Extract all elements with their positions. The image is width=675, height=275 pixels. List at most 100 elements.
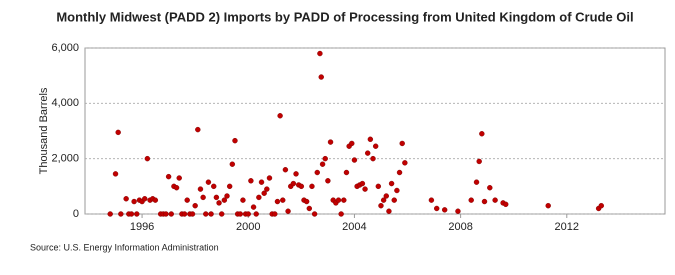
data-point	[293, 171, 299, 177]
data-point	[272, 211, 278, 217]
y-tick-label: 6,000	[51, 42, 79, 54]
data-point	[455, 208, 461, 214]
plot-frame	[84, 47, 666, 215]
data-point	[306, 205, 313, 212]
data-point	[168, 211, 174, 217]
data-point	[492, 197, 498, 203]
data-point	[383, 193, 389, 199]
data-point	[386, 208, 392, 214]
y-tick-label: 2,000	[51, 153, 79, 165]
x-tick-label: 2000	[236, 221, 260, 233]
data-point	[481, 198, 488, 205]
y-tick-label: 0	[73, 208, 79, 220]
data-point	[441, 207, 448, 213]
data-point	[237, 211, 243, 217]
data-point	[285, 208, 291, 214]
data-point	[598, 202, 604, 209]
data-point	[200, 194, 206, 201]
data-point	[370, 155, 376, 162]
source: Source: U.S. Energy Information Administ…	[30, 242, 219, 252]
data-point	[181, 211, 188, 217]
data-point	[362, 186, 368, 192]
data-point	[318, 74, 324, 80]
data-point	[229, 161, 236, 167]
data-point	[253, 211, 259, 217]
data-point	[248, 178, 254, 184]
data-point	[128, 211, 135, 217]
data-point	[245, 211, 251, 217]
data-point	[388, 180, 395, 187]
data-point	[213, 194, 220, 201]
data-point	[311, 211, 318, 217]
data-point	[322, 155, 328, 162]
data-point	[197, 186, 204, 192]
data-point	[274, 198, 281, 205]
data-point	[359, 180, 366, 187]
data-point	[266, 175, 273, 181]
data-point	[335, 197, 342, 203]
data-point	[264, 186, 270, 192]
data-point	[216, 200, 222, 206]
data-point	[192, 202, 198, 209]
data-point	[402, 160, 408, 166]
data-point	[367, 136, 374, 143]
data-point	[468, 197, 474, 203]
data-point	[303, 198, 310, 205]
data-point	[280, 197, 286, 203]
data-point	[314, 169, 320, 176]
x-tick-label: 2004	[342, 221, 366, 233]
data-point	[343, 169, 350, 176]
y-tick-label: 4,000	[51, 97, 79, 109]
data-point	[208, 211, 214, 217]
data-point	[195, 126, 201, 133]
data-point	[309, 183, 315, 190]
data-point	[176, 175, 182, 181]
data-point	[240, 197, 246, 203]
data-point	[205, 179, 212, 185]
data-point	[189, 211, 196, 217]
data-point	[277, 113, 283, 119]
y-axis-label: Thousand Barrels	[38, 87, 50, 174]
data-point	[319, 161, 326, 167]
data-point	[256, 194, 262, 201]
data-point	[487, 185, 493, 191]
data-point	[203, 211, 209, 217]
data-point	[142, 196, 148, 202]
data-point	[298, 183, 305, 190]
data-point	[473, 179, 480, 185]
data-point	[476, 158, 482, 165]
data-point	[165, 173, 172, 180]
data-point	[261, 190, 267, 196]
data-point	[479, 131, 485, 137]
data-point	[375, 183, 382, 190]
data-point	[327, 139, 334, 145]
data-point	[503, 201, 509, 208]
data-point	[325, 178, 331, 184]
data-point	[221, 197, 228, 203]
data-point	[226, 183, 233, 190]
data-point	[250, 204, 257, 210]
data-point	[399, 140, 405, 147]
data-point	[184, 197, 190, 203]
data-point	[131, 198, 137, 205]
data-point	[290, 180, 297, 187]
data-point	[396, 169, 403, 176]
data-point	[545, 202, 551, 209]
data-point	[163, 211, 169, 217]
data-point	[378, 202, 384, 209]
data-point	[173, 185, 180, 191]
data-point	[112, 171, 119, 177]
data-point	[232, 137, 238, 144]
data-point	[365, 150, 371, 156]
data-point	[349, 140, 355, 147]
data-point	[144, 155, 151, 162]
data-point	[134, 211, 140, 217]
data-point	[219, 211, 225, 217]
data-point	[341, 197, 347, 203]
data-point	[394, 187, 400, 194]
data-point	[380, 197, 387, 203]
data-point	[391, 197, 397, 203]
data-point	[434, 205, 440, 212]
data-point	[317, 50, 323, 57]
